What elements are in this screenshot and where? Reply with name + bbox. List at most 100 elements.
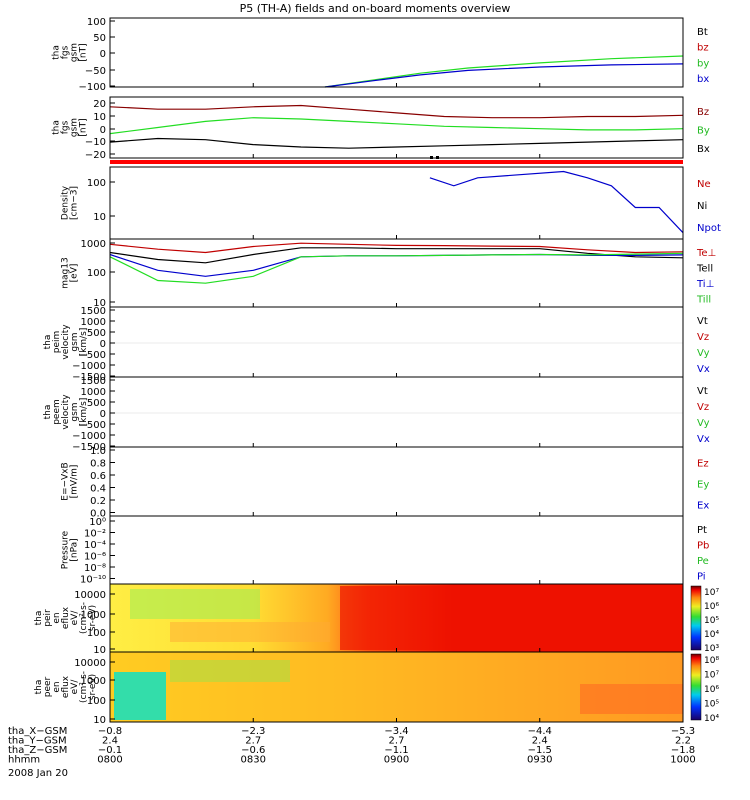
y-tick-label: 1.0	[90, 446, 106, 457]
colorbar-9	[690, 653, 702, 721]
y-axis-label: [eV]	[70, 264, 80, 283]
legend-Npot: Npot	[697, 223, 721, 234]
y-tick-label: 1000	[81, 387, 106, 398]
series-Te⊥	[109, 242, 684, 254]
y-tick-label: 10	[93, 715, 106, 726]
date-label: 2008 Jan 20	[8, 768, 68, 779]
legend-Ex: Ex	[697, 501, 709, 512]
footer-value: −0.1	[98, 745, 122, 756]
legend-bx: bx	[697, 74, 709, 85]
legend-Vx: Vx	[697, 434, 710, 445]
y-axis-label: tha	[43, 335, 53, 350]
footer-value: −1.1	[384, 745, 408, 756]
y-tick-label: 0.0	[90, 509, 106, 520]
y-tick-label: 10⁻¹⁰	[80, 575, 106, 586]
footer-value: −4.4	[528, 726, 552, 737]
legend-By: By	[697, 126, 710, 137]
footer-value: 0930	[527, 755, 552, 766]
y-tick-label: −1000	[72, 361, 106, 372]
legend-Bx: Bx	[697, 144, 710, 155]
y-axis-label: tha	[34, 611, 44, 626]
y-tick-label: 1500	[81, 306, 106, 317]
y-tick-label: 1000	[81, 610, 106, 621]
y-axis-label: [nPa]	[70, 538, 80, 561]
y-tick-label: 10000	[74, 658, 106, 669]
y-tick-label: 1500	[81, 376, 106, 387]
footer-value: 0900	[384, 755, 409, 766]
y-axis-label: [km/s]	[79, 398, 89, 427]
y-tick-label: 10⁻⁸	[84, 563, 106, 574]
footer-value: −3.4	[384, 726, 408, 737]
legend-Ey: Ey	[697, 480, 709, 491]
colorbar-label: 10⁷	[704, 588, 719, 598]
footer-value: −0.6	[241, 745, 265, 756]
y-axis-label: [nT]	[79, 43, 89, 61]
footer-row-label: tha_Z−GSM	[8, 745, 67, 756]
y-tick-label: −100	[79, 82, 106, 93]
y-tick-label: 0	[100, 49, 106, 60]
y-tick-label: −1000	[72, 431, 106, 442]
y-tick-label: 20	[93, 99, 106, 110]
legend-Ni: Ni	[697, 201, 707, 212]
footer-value: −1.5	[528, 745, 552, 756]
electron-spectrogram-green-band	[170, 660, 290, 682]
y-tick-label: 10⁻²	[84, 529, 106, 540]
legend-Vz: Vz	[697, 332, 709, 343]
panel-frame-5	[109, 376, 684, 448]
footer-value: 0830	[241, 755, 266, 766]
footer-value: 0800	[97, 755, 122, 766]
colorbar-label: 10⁴	[704, 714, 719, 724]
panel-frame-4	[109, 306, 684, 378]
footer-row-label: hhmm	[8, 755, 40, 766]
footer-value: −1.8	[671, 745, 695, 756]
y-tick-label: 100	[87, 696, 106, 707]
y-axis-label: (cm²-s-	[79, 671, 89, 703]
y-tick-label: 0	[100, 125, 106, 136]
y-axis-label: E=−VxB	[61, 462, 71, 500]
colorbar-label: 10⁴	[704, 630, 719, 640]
y-tick-label: 10000	[74, 590, 106, 601]
y-tick-label: −1500	[72, 442, 106, 453]
y-tick-label: 10	[93, 298, 106, 309]
legend-Vy: Vy	[697, 348, 710, 359]
colorbar-label: 10⁸	[704, 656, 719, 666]
y-axis-label: eV/	[70, 679, 80, 695]
y-tick-label: 0.4	[90, 484, 106, 495]
y-axis-label: Density	[61, 185, 71, 220]
legend-Bz: Bz	[697, 107, 709, 118]
y-axis-label: [mV/m]	[70, 465, 80, 499]
y-tick-label: 1000	[81, 239, 106, 250]
y-tick-label: 500	[87, 398, 106, 409]
series-Bx	[109, 137, 684, 149]
footer-value: 2.2	[675, 736, 691, 747]
y-tick-label: 0.8	[90, 459, 106, 470]
legend-Te⊥: Te⊥	[696, 248, 716, 259]
y-axis-label: fgs	[61, 45, 71, 59]
legend-Vz: Vz	[697, 402, 709, 413]
panel-frame-7	[109, 515, 684, 585]
y-axis-label: velocity	[61, 394, 71, 430]
y-tick-label: 10	[93, 212, 106, 223]
plot-title: P5 (TH-A) fields and on-board moments ov…	[240, 2, 511, 15]
footer-value: −2.3	[241, 726, 265, 737]
footer-value: 2.7	[245, 736, 261, 747]
series-by	[324, 55, 684, 88]
y-axis-label: [nT]	[79, 118, 89, 136]
y-tick-label: 100	[87, 268, 106, 279]
electron-spectrogram-lowenergy-band	[580, 684, 683, 714]
legend-Tell: Tell	[696, 263, 713, 274]
panel-frame-1	[109, 96, 684, 159]
footer-value: 2.4	[102, 736, 118, 747]
y-tick-label: 10⁰	[89, 517, 106, 528]
legend-Pt: Pt	[697, 525, 707, 536]
y-axis-label: gsm	[70, 402, 80, 421]
colorbar-8	[690, 585, 702, 651]
y-tick-label: −1500	[72, 372, 106, 383]
y-axis-label: peem	[52, 399, 62, 425]
y-axis-label: gsm	[70, 43, 80, 62]
legend-Vx: Vx	[697, 364, 710, 375]
y-tick-label: 1000	[81, 676, 106, 687]
y-axis-label: peir	[43, 609, 53, 627]
legend-Pe: Pe	[697, 556, 709, 567]
